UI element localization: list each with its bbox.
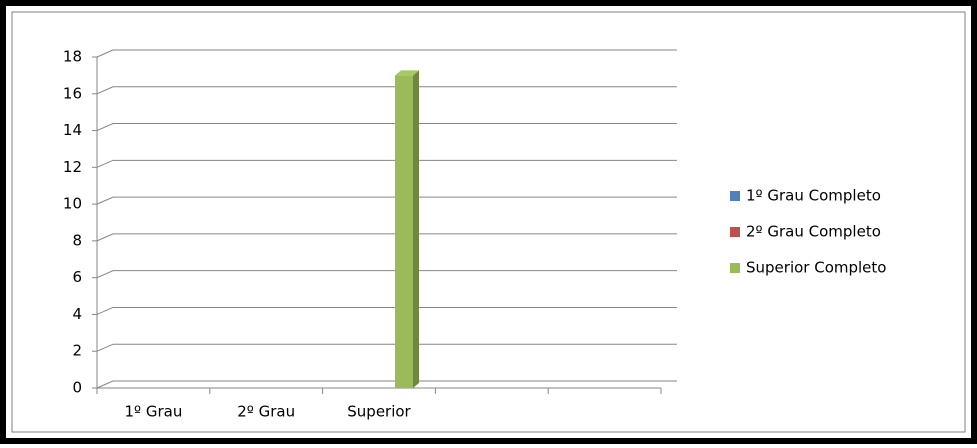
grid-line bbox=[96, 233, 677, 242]
x-tick-label: Superior bbox=[347, 403, 411, 421]
grid-line bbox=[96, 49, 677, 58]
legend-swatch bbox=[730, 191, 740, 201]
grid-line bbox=[96, 196, 677, 205]
y-tick-label: 12 bbox=[63, 158, 82, 176]
legend-label: 2º Grau Completo bbox=[746, 223, 881, 241]
x-tick-label: 2º Grau bbox=[237, 403, 295, 421]
y-tick-label: 4 bbox=[72, 305, 82, 323]
y-tick-label: 10 bbox=[63, 195, 82, 213]
grid-line bbox=[96, 270, 677, 279]
grid-line bbox=[96, 306, 677, 315]
grid-line bbox=[96, 86, 677, 95]
y-tick-label: 2 bbox=[72, 342, 82, 360]
chart-area-border bbox=[11, 11, 966, 433]
legend-swatch bbox=[730, 227, 740, 237]
bar-face bbox=[413, 70, 419, 388]
x-tick-label: 1º Grau bbox=[124, 403, 182, 421]
bar bbox=[395, 70, 419, 388]
y-tick-label: 18 bbox=[63, 48, 82, 66]
legend-label: 1º Grau Completo bbox=[746, 187, 881, 205]
bar-face bbox=[395, 70, 419, 76]
y-tick-label: 6 bbox=[72, 268, 82, 286]
y-tick-label: 0 bbox=[72, 379, 82, 397]
bar-face bbox=[395, 75, 413, 388]
legend-swatch bbox=[730, 263, 740, 273]
grid-line bbox=[96, 159, 677, 168]
y-tick-label: 14 bbox=[63, 121, 82, 139]
y-tick-label: 8 bbox=[72, 231, 82, 249]
grid-line bbox=[96, 123, 677, 132]
grid-line bbox=[96, 380, 677, 389]
grid-line bbox=[96, 343, 677, 352]
y-tick-label: 16 bbox=[63, 84, 82, 102]
legend-label: Superior Completo bbox=[746, 259, 886, 277]
